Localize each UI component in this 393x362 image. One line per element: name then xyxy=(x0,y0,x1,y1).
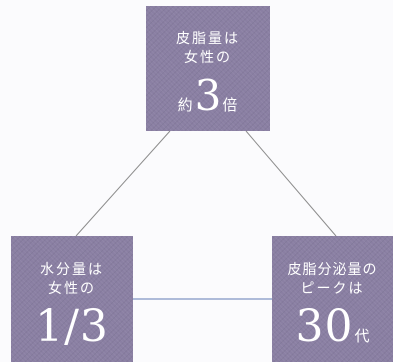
sebum-amount-prefix: 約 xyxy=(177,96,194,114)
sebum-amount-line1: 皮脂量は xyxy=(176,31,240,47)
moisture-amount-value-row: 1/3 xyxy=(11,302,133,361)
sebum-peak-value-row: 30代 xyxy=(272,302,393,361)
moisture-amount-box: 水分量は 女性の 1/3 xyxy=(11,236,133,362)
sebum-amount-box: 皮脂量は 女性の 約3倍 xyxy=(146,6,270,131)
sebum-peak-suffix: 代 xyxy=(354,327,371,345)
connector-top-left xyxy=(75,130,171,237)
moisture-amount-value: 1/3 xyxy=(35,301,109,352)
moisture-amount-line1: 水分量は xyxy=(40,262,104,278)
sebum-amount-value-row: 約3倍 xyxy=(146,71,270,130)
sebum-amount-suffix: 倍 xyxy=(222,96,239,114)
connector-top-right xyxy=(245,130,337,237)
sebum-peak-line1: 皮脂分泌量の xyxy=(287,262,378,278)
sebum-amount-value: 3 xyxy=(194,71,222,120)
sebum-peak-value: 30 xyxy=(295,301,354,352)
sebum-amount-line2: 女性の xyxy=(184,50,232,66)
moisture-amount-line2: 女性の xyxy=(48,281,96,297)
sebum-peak-box: 皮脂分泌量の ピークは 30代 xyxy=(272,236,393,362)
sebum-peak-line2: ピークは xyxy=(300,281,365,297)
